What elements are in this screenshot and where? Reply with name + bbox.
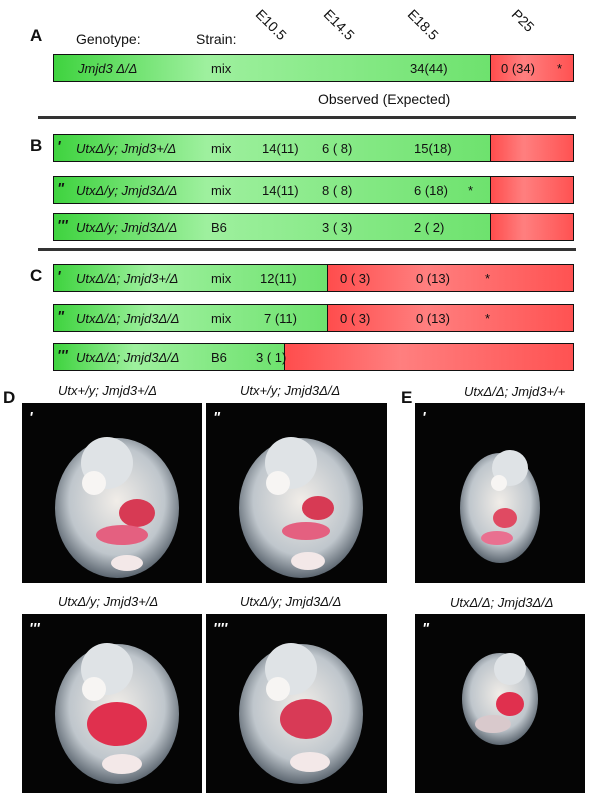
photo-caption: UtxΔ/y; Jmjd3Δ/Δ [240, 594, 342, 609]
photo-caption: Utx+/y; Jmjd3Δ/Δ [240, 383, 341, 398]
photo-label: ' [422, 409, 426, 426]
row-e14-5: 0 ( 3) [340, 311, 371, 326]
row-e14-5: 6 ( 8) [322, 141, 353, 156]
row-prime: ' [57, 268, 61, 285]
row-e14-5: 3 ( 3) [322, 220, 353, 235]
row-e18-5: 0 (13) [416, 271, 450, 286]
row-e10-5: 14(11) [262, 183, 299, 198]
embryo-image [462, 653, 538, 745]
row-b3-bar: ''' UtxΔ/y; Jmjd3Δ/Δ B6 3 ( 3) 2 ( 2) [53, 213, 574, 241]
row-genotype: UtxΔ/Δ; Jmjd3+/Δ [76, 271, 179, 286]
row-genotype: UtxΔ/y; Jmjd3Δ/Δ [76, 183, 178, 198]
row-a-bar: Jmjd3 Δ/Δ mix 34(44) 0 (34) * [53, 54, 574, 82]
row-genotype: UtxΔ/Δ; Jmjd3Δ/Δ [76, 350, 180, 365]
row-strain: mix [211, 141, 232, 156]
panel-d-label: D [3, 388, 16, 407]
embryo-photo: ' [22, 403, 202, 583]
row-e18-5: 0 (13) [416, 311, 450, 326]
row-c1-bar: ' UtxΔ/Δ; Jmjd3+/Δ mix 12(11) 0 ( 3) 0 (… [53, 264, 574, 292]
photo-label: " [422, 620, 430, 637]
panel-a-label: A [30, 26, 43, 45]
observed-expected-label: Observed (Expected) [318, 91, 451, 107]
embryo-image [239, 643, 363, 784]
photo-caption: Utx+/y; Jmjd3+/Δ [58, 383, 158, 398]
stage-e18-5: E18.5 [404, 6, 442, 44]
row-p25: 0 (34) [501, 61, 535, 76]
embryo-image [55, 437, 179, 578]
photo-label: '''' [213, 620, 228, 637]
row-prime: ''' [57, 217, 68, 234]
row-e10-5: 3 ( 1) [256, 350, 287, 365]
stage-e10-5: E10.5 [252, 6, 290, 44]
row-b1-bar: ' UtxΔ/y; Jmjd3+/Δ mix 14(11) 6 ( 8) 15(… [53, 134, 574, 162]
row-c3-bar: ''' UtxΔ/Δ; Jmjd3Δ/Δ B6 3 ( 1) [53, 343, 574, 371]
divider-line [38, 116, 576, 119]
embryo-photo: ' [415, 403, 585, 583]
row-b2-bar: " UtxΔ/y; Jmjd3Δ/Δ mix 14(11) 8 ( 8) 6 (… [53, 176, 574, 204]
panel-b-label: B [30, 136, 43, 155]
row-e10-5: 12(11) [260, 271, 297, 286]
divider-line [38, 248, 576, 251]
panel-c-label: C [30, 266, 43, 285]
photo-caption: UtxΔ/Δ; Jmjd3+/+ [464, 384, 566, 399]
row-strain: mix [211, 61, 232, 76]
photo-label: ' [29, 409, 33, 426]
row-e10-5: 14(11) [262, 141, 299, 156]
row-e18-5: 15(18) [414, 141, 452, 156]
row-genotype: UtxΔ/y; Jmjd3Δ/Δ [76, 220, 178, 235]
row-star: * [485, 311, 491, 326]
panel-e-label: E [401, 388, 413, 407]
row-strain: B6 [211, 220, 227, 235]
photo-label: ''' [29, 620, 40, 637]
row-strain: B6 [211, 350, 227, 365]
photo-caption: UtxΔ/y; Jmjd3+/Δ [58, 594, 159, 609]
embryo-photo: ''' [22, 614, 202, 793]
row-prime: ''' [57, 347, 68, 364]
survival-segment [54, 55, 490, 81]
row-strain: mix [211, 311, 232, 326]
row-strain: mix [211, 271, 232, 286]
stage-p25: P25 [508, 6, 538, 35]
row-e14-5: 0 ( 3) [340, 271, 371, 286]
row-e18-5: 2 ( 2) [414, 220, 445, 235]
genotype-header: Genotype: [76, 31, 141, 47]
row-genotype: Jmjd3 Δ/Δ [78, 61, 138, 76]
embryo-image [460, 450, 540, 563]
embryo-photo: '''' [206, 614, 387, 793]
row-strain: mix [211, 183, 232, 198]
embryo-photo: " [206, 403, 387, 583]
row-prime: " [57, 180, 65, 197]
stage-e14-5: E14.5 [320, 6, 358, 44]
row-genotype: UtxΔ/y; Jmjd3+/Δ [76, 141, 177, 156]
row-c2-bar: " UtxΔ/Δ; Jmjd3Δ/Δ mix 7 (11) 0 ( 3) 0 (… [53, 304, 574, 332]
row-e14-5: 8 ( 8) [322, 183, 353, 198]
row-e18-5: 34(44) [410, 61, 448, 76]
row-prime: " [57, 308, 65, 325]
row-star: * [468, 183, 474, 198]
lethal-segment [491, 55, 573, 81]
embryo-image [239, 437, 363, 578]
embryo-photo: " [415, 614, 585, 793]
row-e10-5: 7 (11) [264, 311, 297, 326]
row-e18-5: 6 (18) [414, 183, 448, 198]
photo-label: " [213, 409, 221, 426]
photo-caption: UtxΔ/Δ; Jmjd3Δ/Δ [450, 595, 554, 610]
row-genotype: UtxΔ/Δ; Jmjd3Δ/Δ [76, 311, 180, 326]
row-star: * [485, 271, 491, 286]
row-prime: ' [57, 138, 61, 155]
row-star: * [557, 61, 563, 76]
embryo-image [55, 643, 179, 784]
strain-header: Strain: [196, 31, 237, 47]
